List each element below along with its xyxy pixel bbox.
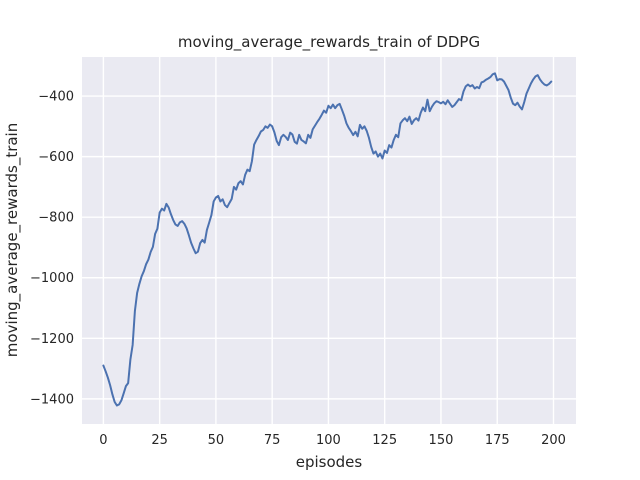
x-tick-label: 100 bbox=[316, 433, 341, 448]
x-tick-label: 150 bbox=[429, 433, 454, 448]
x-axis-label: episodes bbox=[296, 453, 363, 471]
ddpg-series-line bbox=[102, 72, 553, 407]
chart-title: moving_average_rewards_train of DDPG bbox=[178, 33, 480, 52]
y-tick-label: −1000 bbox=[30, 271, 74, 286]
x-tick-labels: 0 25 50 75 100 125 150 175 200 bbox=[99, 433, 566, 448]
y-tick-label: −1200 bbox=[30, 332, 74, 347]
x-tick-label: 0 bbox=[99, 433, 107, 448]
y-tick-label: −800 bbox=[38, 211, 74, 226]
x-tick-label: 200 bbox=[541, 433, 566, 448]
y-tick-label: −600 bbox=[38, 150, 74, 165]
x-tick-label: 125 bbox=[372, 433, 397, 448]
x-tick-label: 25 bbox=[151, 433, 168, 448]
gridlines bbox=[82, 57, 576, 424]
x-tick-label: 175 bbox=[485, 433, 510, 448]
series-group bbox=[102, 72, 553, 407]
y-tick-label: −400 bbox=[38, 90, 74, 105]
y-tick-labels: −400 −600 −800 −1000 −1200 −1400 bbox=[30, 90, 74, 408]
x-tick-label: 75 bbox=[264, 433, 281, 448]
y-tick-label: −1400 bbox=[30, 392, 74, 407]
y-axis-label: moving_average_rewards_train bbox=[3, 123, 22, 357]
x-tick-label: 50 bbox=[208, 433, 225, 448]
